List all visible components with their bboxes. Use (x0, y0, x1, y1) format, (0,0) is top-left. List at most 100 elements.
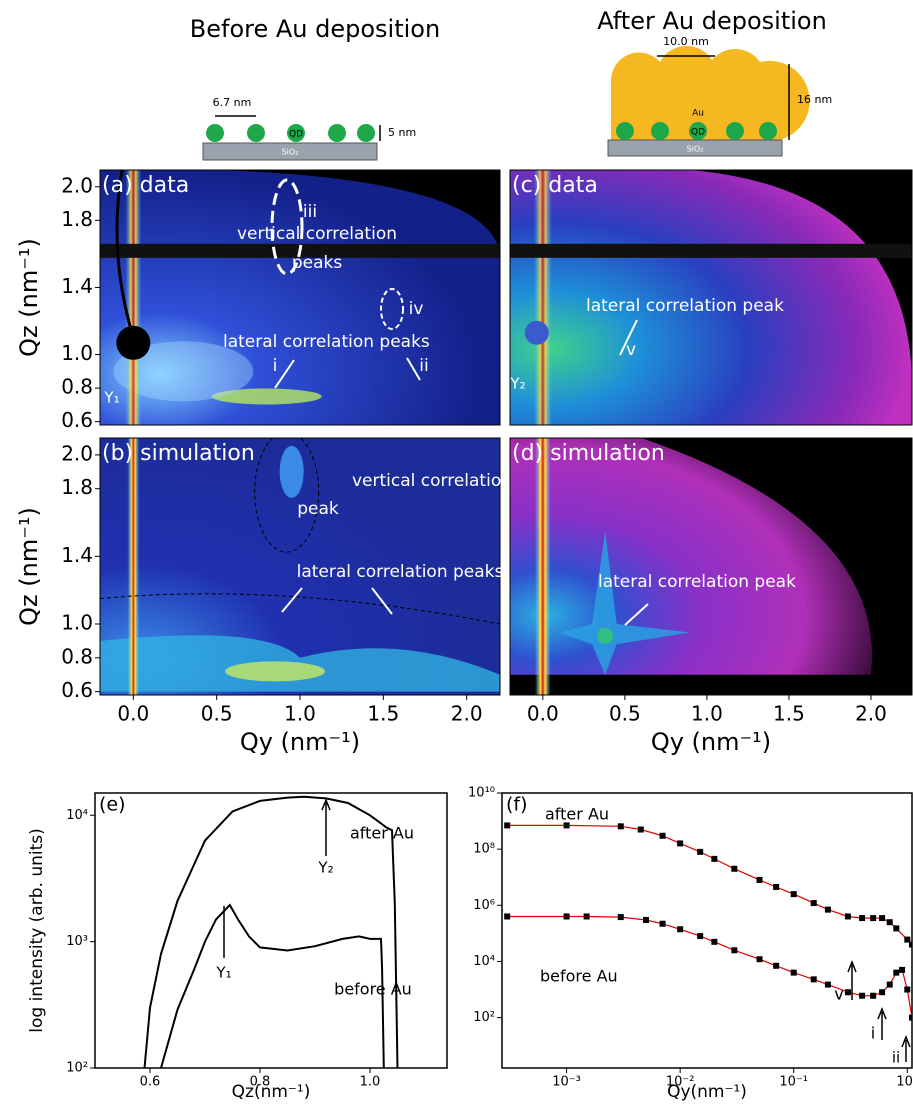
schematic-label: SiO₂ (687, 145, 704, 154)
marker (563, 822, 570, 829)
annotation: Y₂ (317, 859, 333, 877)
heatmap-blob (211, 388, 322, 405)
marker (773, 883, 780, 890)
heatmap-streak (534, 438, 551, 695)
x-axis-label: Qy(nm⁻¹) (667, 1082, 747, 1102)
y-tick-label: 10³ (66, 934, 88, 949)
arrow (619, 319, 638, 356)
marker (583, 913, 590, 920)
annotation: Y₂ (509, 375, 525, 393)
marker (731, 947, 738, 954)
marker (711, 938, 718, 945)
y-tick-label: 2.0 (61, 441, 93, 465)
header: Before Au deposition (190, 15, 440, 43)
marker (731, 865, 738, 872)
y-tick-label: 10⁶ (473, 898, 495, 913)
marker (879, 989, 886, 996)
schematic-label: 5 nm (388, 126, 416, 139)
marker (893, 925, 900, 932)
schematic-after (607, 45, 810, 157)
heatmap-streak (125, 170, 142, 425)
y-tick-label: 10⁴ (66, 808, 88, 823)
marker (909, 941, 912, 948)
x-tick-label: 2.0 (855, 702, 887, 726)
schematic-label: QD (691, 128, 705, 138)
annotation: v (626, 340, 636, 360)
panel-frame (509, 437, 913, 696)
heatmap (510, 170, 912, 425)
line (507, 824, 912, 945)
annotation: Y₁ (103, 389, 119, 407)
y-tick-label: 1.0 (61, 341, 93, 365)
detector-gap (510, 243, 912, 258)
y-tick-label: 1.4 (61, 274, 93, 298)
annotation: i (871, 1024, 875, 1043)
panel: (b) simulation 2.0 1.8 1.4 1.0 0.8 0.6 0.0 0.5 1.… (15, 437, 512, 756)
panel-frame (99, 169, 501, 426)
y-tick-label: 1.8 (61, 207, 93, 231)
x-tick-label: 10⁻² (666, 1075, 695, 1090)
heatmap (100, 438, 500, 695)
y-tick-label: 0.8 (61, 644, 93, 668)
marker (504, 822, 511, 829)
annotation: peak (297, 499, 339, 519)
marker (756, 956, 763, 963)
marker (859, 915, 866, 922)
marker (711, 855, 718, 862)
annotation: after Au (545, 805, 609, 824)
y-tick-label: 0.6 (61, 408, 93, 432)
marker (677, 926, 684, 933)
arrow (371, 587, 393, 615)
marker (563, 913, 570, 920)
marker (697, 933, 704, 940)
marker (879, 915, 886, 922)
x-tick-label: 0.5 (201, 702, 233, 726)
x-axis-label: Qz(nm⁻¹) (232, 1082, 311, 1102)
x-tick-label: 10⁻¹ (779, 1075, 808, 1090)
panel: (c) data lateral correlation peak v Y₂ (509, 169, 913, 426)
annotation: lateral correlation peaks (297, 562, 504, 582)
panel-title: (f) (506, 794, 528, 816)
plot-frame (501, 792, 913, 1069)
panel-frame (509, 169, 913, 426)
x-axis-label: Qy (nm⁻¹) (651, 728, 771, 756)
x-tick-label: 1.0 (284, 702, 316, 726)
marker (844, 989, 851, 996)
marker (870, 915, 877, 922)
annotation: i (273, 356, 278, 376)
heatmap-mask (216, 170, 500, 271)
line (160, 903, 385, 1068)
plot-frame (94, 792, 448, 1069)
marker (824, 981, 831, 988)
marker (810, 900, 817, 907)
marker (893, 969, 900, 976)
annotation: peaks (292, 253, 343, 273)
x-tick-label: 0.0 (527, 702, 559, 726)
x-tick-label: 1.0 (360, 1075, 381, 1090)
marker (904, 936, 911, 943)
marker (810, 976, 817, 983)
y-tick-label: 0.6 (61, 678, 93, 702)
schematic-label: SiO₂ (282, 148, 299, 157)
y-axis-label: Qz (nm⁻¹) (15, 507, 43, 626)
marker (637, 826, 644, 833)
panel: (f) 10² 10⁴ 10⁶ 10⁸ 10¹⁰ 10⁻³ 10⁻² 10⁻¹ 10⁰ Qy(nm⁻… (468, 786, 913, 1103)
x-tick-label: 0.5 (609, 702, 641, 726)
marker (886, 919, 893, 926)
y-tick-label: 10² (66, 1061, 88, 1076)
panel-title: (a) data (102, 173, 189, 198)
arrow (847, 959, 857, 1000)
annotation: before Au (540, 967, 618, 986)
marker (899, 966, 906, 973)
marker (659, 920, 666, 927)
marker (904, 986, 911, 993)
panel: (d) simulation 0.0 0.5 1.0 1.5 2.0 Qy (nm⁻¹) la… (509, 437, 913, 756)
marker (844, 913, 851, 920)
heatmap-streak (533, 170, 552, 425)
annotation: ii (419, 356, 428, 376)
annotation: lateral correlation peak (598, 572, 796, 592)
heatmap-blob (279, 445, 304, 498)
contour (100, 593, 500, 625)
arrow (321, 797, 331, 856)
